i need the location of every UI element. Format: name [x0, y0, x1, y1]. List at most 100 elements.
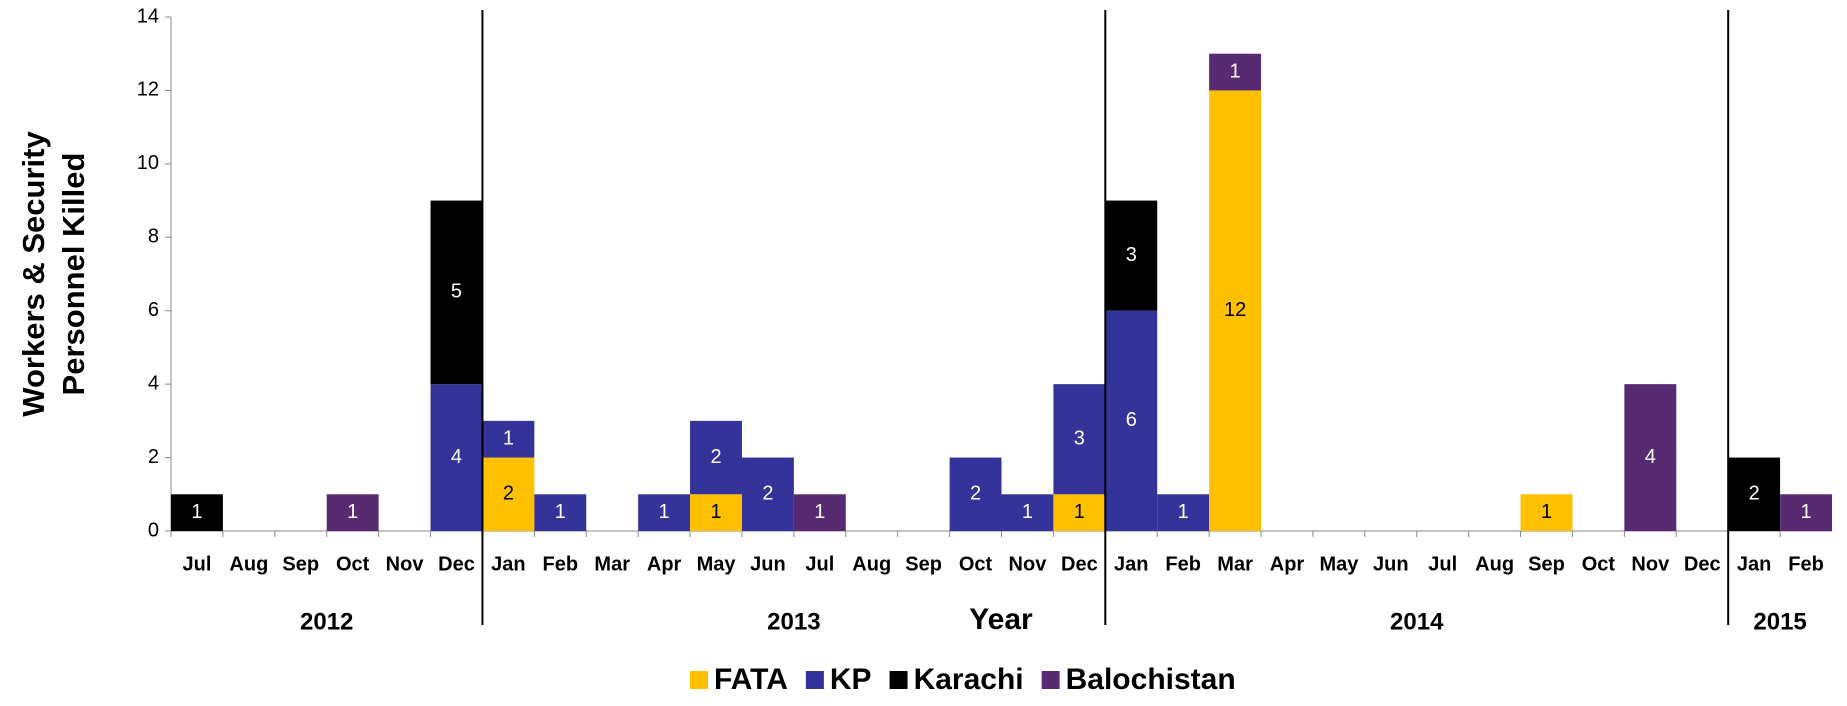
bar-segment — [430, 200, 483, 385]
bar-segment — [1624, 384, 1677, 531]
data-label: 1 — [503, 427, 514, 449]
x-tick-label: Apr — [647, 553, 682, 575]
data-label: 1 — [1541, 501, 1552, 523]
y-axis-title: Personnel Killed — [56, 153, 91, 396]
data-label: 1 — [710, 501, 721, 523]
data-label: 1 — [659, 501, 670, 523]
x-tick-label: Feb — [1165, 553, 1201, 575]
bar-segment — [949, 457, 1002, 531]
bar-segment — [326, 494, 379, 531]
y-tick-label: 10 — [137, 152, 159, 174]
data-label: 6 — [1126, 409, 1137, 431]
legend-label: Balochistan — [1066, 663, 1236, 696]
x-tick-label: May — [697, 553, 737, 575]
data-label: 1 — [347, 501, 358, 523]
y-tick-label: 8 — [148, 226, 159, 248]
legend-label: Karachi — [914, 663, 1024, 696]
y-tick-label: 6 — [148, 299, 159, 321]
x-tick-label: Jul — [805, 553, 834, 575]
data-label: 1 — [1800, 501, 1811, 523]
x-tick-label: Apr — [1270, 553, 1305, 575]
data-label: 4 — [451, 446, 462, 468]
bar-segment — [741, 457, 794, 531]
data-label: 3 — [1074, 427, 1085, 449]
x-tick-label: Jul — [1428, 553, 1457, 575]
legend-swatch — [690, 671, 708, 689]
data-label: 1 — [814, 501, 825, 523]
bar-segment — [1520, 494, 1573, 531]
bar-segment — [1157, 494, 1210, 531]
legend-swatch — [805, 671, 824, 689]
data-label: 2 — [503, 483, 514, 505]
x-tick-label: Jan — [1114, 553, 1148, 575]
x-tick-label: Nov — [1631, 553, 1670, 575]
bar-segment — [793, 494, 846, 531]
x-tick-label: Jul — [183, 553, 212, 575]
bar-segment — [534, 494, 587, 531]
data-label: 3 — [1126, 244, 1137, 266]
bar-segment — [1053, 384, 1106, 495]
x-tick-label: Oct — [1582, 553, 1616, 575]
data-label: 2 — [1749, 483, 1760, 505]
x-tick-label: Aug — [852, 553, 891, 575]
data-label: 1 — [1178, 501, 1189, 523]
data-label: 5 — [451, 281, 462, 303]
data-label: 1 — [1022, 501, 1033, 523]
bar-segment — [1780, 494, 1832, 531]
x-tick-label: Sep — [1528, 553, 1565, 575]
x-tick-label: Dec — [1061, 553, 1098, 575]
x-tick-label: Mar — [1217, 553, 1253, 575]
bar-segment — [171, 494, 223, 531]
bar-segment — [690, 420, 742, 495]
legend-label: FATA — [714, 663, 788, 696]
data-label: 1 — [1074, 501, 1085, 523]
x-tick-label: Jan — [1737, 553, 1771, 575]
bar-segment — [1209, 90, 1262, 531]
y-axis-title: Workers & Security — [16, 131, 51, 417]
x-tick-label: Oct — [336, 553, 370, 575]
x-tick-label: Dec — [438, 553, 475, 575]
bar-segment — [430, 384, 483, 531]
x-tick-label: Jun — [1373, 553, 1409, 575]
bar-segment — [1728, 457, 1781, 531]
y-tick-label: 4 — [148, 372, 159, 394]
x-tick-label: Mar — [594, 553, 630, 575]
year-label: 2012 — [300, 608, 353, 635]
legend-swatch — [889, 671, 908, 689]
y-tick-label: 2 — [148, 446, 159, 468]
x-tick-label: Jan — [491, 553, 525, 575]
data-label: 4 — [1645, 446, 1656, 468]
data-label: 1 — [191, 501, 202, 523]
data-label: 1 — [1230, 60, 1241, 82]
x-tick-label: May — [1319, 553, 1359, 575]
y-tick-label: 0 — [148, 519, 159, 541]
year-label: 2014 — [1390, 608, 1444, 635]
bar-segment — [1105, 200, 1158, 311]
bar-segment — [638, 494, 691, 531]
x-axis-title: Year — [969, 603, 1033, 636]
year-label: 2013 — [767, 608, 820, 635]
data-label: 2 — [970, 483, 981, 505]
x-tick-label: Oct — [959, 553, 993, 575]
year-label: 2015 — [1753, 608, 1806, 635]
x-tick-label: Sep — [905, 553, 942, 575]
bar-segment — [690, 494, 742, 531]
data-label: 1 — [555, 501, 566, 523]
x-tick-label: Aug — [1475, 553, 1514, 575]
data-label: 2 — [762, 483, 773, 505]
y-tick-label: 12 — [137, 79, 159, 101]
legend-label: KP — [830, 663, 872, 696]
x-tick-label: Sep — [282, 553, 319, 575]
bar-segment — [1105, 310, 1158, 531]
y-tick-label: 14 — [137, 5, 159, 27]
x-tick-label: Nov — [1009, 553, 1048, 575]
bar-segment — [482, 457, 535, 531]
x-tick-label: Dec — [1684, 553, 1721, 575]
x-tick-label: Nov — [386, 553, 425, 575]
bar-segment — [1053, 494, 1106, 531]
legend-swatch — [1041, 671, 1060, 689]
x-tick-label: Aug — [229, 553, 268, 575]
x-tick-label: Feb — [543, 553, 579, 575]
x-tick-label: Feb — [1788, 553, 1824, 575]
